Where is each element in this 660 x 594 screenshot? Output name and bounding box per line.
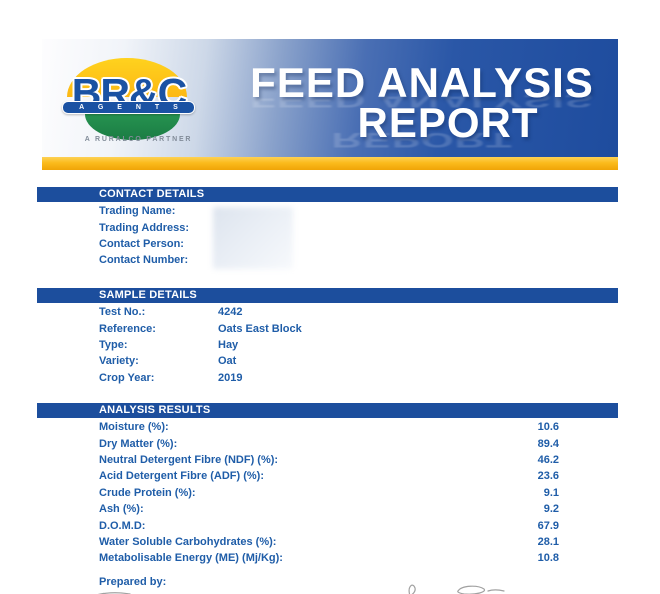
logo-agents-ribbon: A G E N T S	[62, 101, 195, 114]
table-row: Crop Year: 2019	[37, 370, 618, 386]
header-banner: BR&C A G E N T S A RURALCO PARTNER FEED …	[42, 39, 618, 157]
row-label: Neutral Detergent Fibre (NDF) (%):	[99, 453, 279, 466]
table-row: Trading Address:	[37, 219, 618, 235]
row-label: Type:	[99, 338, 128, 351]
report-title-line1: FEED ANALYSIS FEED ANALYSIS	[234, 62, 610, 113]
signature-right	[408, 584, 505, 594]
table-row: Contact Person:	[37, 236, 618, 252]
row-label: Test No.:	[99, 306, 146, 319]
row-label: Dry Matter (%):	[99, 437, 178, 450]
row-value: Hay	[218, 338, 239, 351]
report-title-line2: REPORT REPORT	[234, 102, 610, 153]
table-row: Moisture (%): 10.6	[37, 419, 618, 435]
sample-details-section: SAMPLE DETAILS Test No.: 4242 Reference: O…	[37, 288, 618, 386]
row-value: 9.2	[543, 503, 559, 516]
sample-details-rows: Test No.: 4242 Reference: Oats East Block …	[37, 304, 618, 386]
table-row: Neutral Detergent Fibre (NDF) (%): 46.2	[37, 452, 618, 468]
row-value: 9.1	[543, 486, 559, 499]
row-value: 23.6	[537, 470, 559, 483]
row-value: 4242	[218, 306, 243, 319]
table-row: Test No.: 4242	[37, 304, 618, 320]
row-label: Contact Person:	[99, 237, 184, 250]
signature-left	[97, 592, 131, 594]
row-value: Oats East Block	[218, 322, 302, 335]
table-row: Contact Number:	[37, 252, 618, 268]
contact-details-section: CONTACT DETAILS Trading Name: Trading Ad…	[37, 187, 618, 269]
row-label: Trading Name:	[99, 205, 176, 218]
logo-partner-tagline: A RURALCO PARTNER	[84, 136, 193, 143]
row-label: D.O.M.D:	[99, 519, 146, 532]
table-row: Metabolisable Energy (ME) (Mj/Kg): 10.8	[37, 550, 618, 566]
table-row: Trading Name:	[37, 203, 618, 219]
redacted-contact-values	[213, 207, 293, 269]
contact-details-rows: Trading Name: Trading Address: Contact P…	[37, 203, 618, 269]
row-label: Reference:	[99, 322, 156, 335]
row-value: 10.8	[537, 552, 559, 565]
table-row: Ash (%): 9.2	[37, 501, 618, 517]
row-value: 46.2	[537, 453, 559, 466]
gold-divider-bar	[42, 157, 618, 170]
contact-details-heading: CONTACT DETAILS	[37, 187, 618, 202]
row-value: 28.1	[537, 535, 559, 548]
analysis-results-rows: Moisture (%): 10.6 Dry Matter (%): 89.4 Ne…	[37, 419, 618, 567]
table-row: Variety: Oat	[37, 353, 618, 369]
row-label: Variety:	[99, 355, 139, 368]
sample-details-heading: SAMPLE DETAILS	[37, 288, 618, 303]
table-row: Acid Detergent Fibre (ADF) (%): 23.6	[37, 468, 618, 484]
row-label: Acid Detergent Fibre (ADF) (%):	[99, 470, 264, 483]
analysis-results-heading: ANALYSIS RESULTS	[37, 403, 618, 418]
table-row: Water Soluble Carbohydrates (%): 28.1	[37, 534, 618, 550]
row-label: Metabolisable Energy (ME) (Mj/Kg):	[99, 552, 283, 565]
table-row: Crude Protein (%): 9.1	[37, 485, 618, 501]
row-value: 67.9	[537, 519, 559, 532]
table-row: D.O.M.D: 67.9	[37, 517, 618, 533]
prepared-by-label: Prepared by:	[99, 576, 167, 588]
row-label: Ash (%):	[99, 503, 144, 516]
analysis-results-section: ANALYSIS RESULTS Moisture (%): 10.6 Dry M…	[37, 403, 618, 567]
row-label: Contact Number:	[99, 254, 189, 267]
row-label: Trading Address:	[99, 221, 190, 234]
row-label: Water Soluble Carbohydrates (%):	[99, 535, 277, 548]
row-label: Crop Year:	[99, 371, 155, 384]
table-row: Type: Hay	[37, 337, 618, 353]
table-row: Reference: Oats East Block	[37, 320, 618, 336]
row-value: Oat	[218, 355, 237, 368]
table-row: Dry Matter (%): 89.4	[37, 435, 618, 451]
row-value: 2019	[218, 371, 243, 384]
row-label: Moisture (%):	[99, 421, 169, 434]
report-title: FEED ANALYSIS FEED ANALYSIS REPORT REPOR…	[234, 62, 610, 153]
row-value: 89.4	[537, 437, 559, 450]
row-label: Crude Protein (%):	[99, 486, 196, 499]
row-value: 10.6	[537, 421, 559, 434]
